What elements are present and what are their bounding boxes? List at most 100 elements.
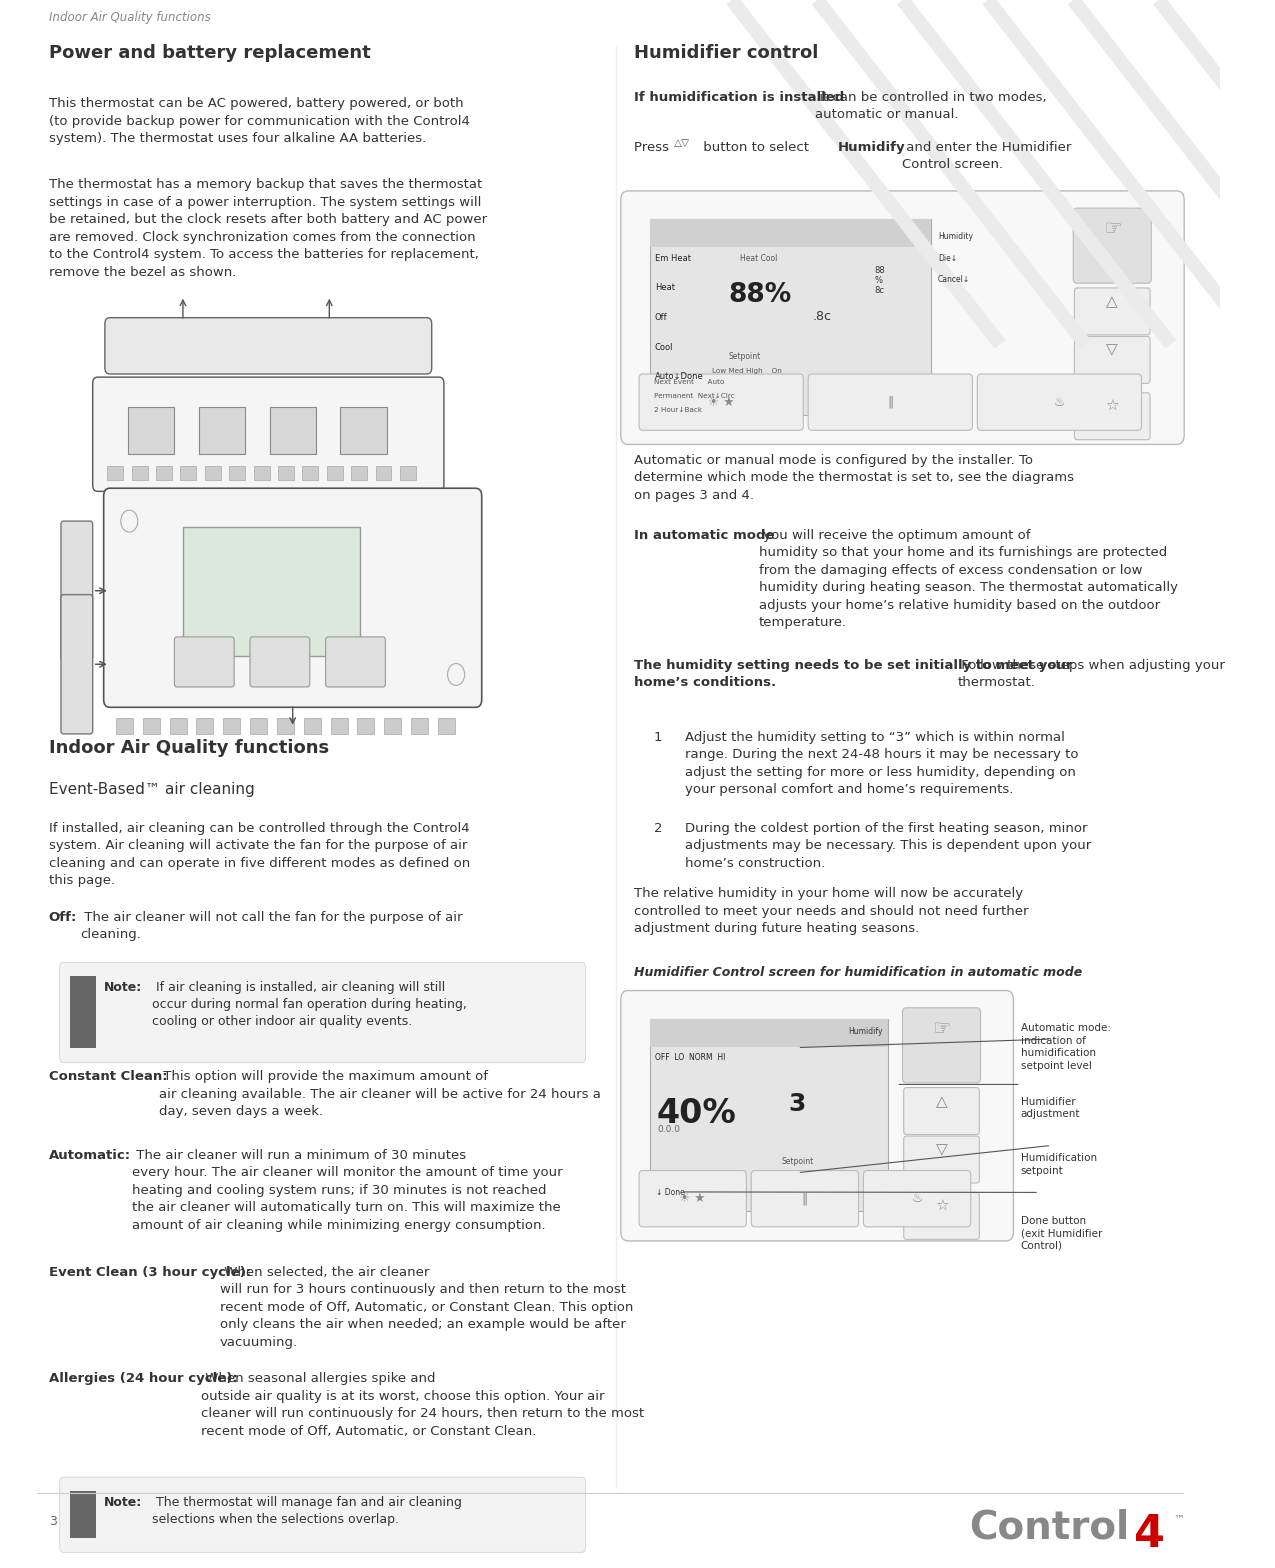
Text: Heat: Heat (655, 284, 674, 292)
Text: 3: 3 (48, 1515, 56, 1527)
Bar (269, 406, 316, 453)
Text: In automatic mode: In automatic mode (634, 528, 775, 543)
Bar (250, 718, 266, 734)
FancyBboxPatch shape (250, 637, 310, 687)
Text: Setpoint: Setpoint (728, 353, 761, 361)
Bar (411, 718, 428, 734)
Text: Low Med High    On: Low Med High On (711, 368, 782, 373)
Text: 2 Hour↓Back: 2 Hour↓Back (654, 406, 701, 412)
Text: The air cleaner will not call the fan for the purpose of air
cleaning.: The air cleaner will not call the fan fo… (80, 911, 463, 941)
Text: Humidity: Humidity (938, 232, 973, 240)
Bar (376, 466, 391, 480)
Text: ☞: ☞ (1103, 220, 1122, 238)
Text: ™: ™ (1173, 1515, 1184, 1524)
Bar (223, 718, 240, 734)
FancyBboxPatch shape (904, 1192, 979, 1239)
FancyBboxPatch shape (93, 378, 444, 491)
Text: Automatic mode:
indication of
humidification
setpoint level: Automatic mode: indication of humidifica… (1021, 1024, 1111, 1071)
FancyBboxPatch shape (639, 1170, 746, 1226)
Text: Humidifier Control screen for humidification in automatic mode: Humidifier Control screen for humidifica… (634, 966, 1082, 978)
Text: △▽: △▽ (674, 138, 691, 147)
Bar (254, 466, 269, 480)
Text: Press: Press (634, 141, 673, 154)
FancyBboxPatch shape (61, 594, 93, 734)
Bar (302, 466, 319, 480)
Bar (70, 977, 97, 1049)
Bar (326, 466, 343, 480)
Text: Humidification
setpoint: Humidification setpoint (1021, 1154, 1096, 1176)
Bar (156, 466, 172, 480)
Bar (70, 1491, 97, 1538)
FancyBboxPatch shape (751, 1170, 858, 1226)
Bar (303, 718, 321, 734)
Text: Cool: Cool (655, 343, 673, 351)
Text: ▽: ▽ (936, 1143, 947, 1157)
Text: △: △ (936, 1094, 947, 1109)
Text: 1: 1 (654, 731, 662, 743)
FancyBboxPatch shape (863, 1170, 970, 1226)
Bar (384, 718, 402, 734)
Text: .8c: .8c (812, 310, 831, 323)
Text: ☆: ☆ (1105, 398, 1119, 414)
Text: Follow these steps when adjusting your
thermostat.: Follow these steps when adjusting your t… (958, 659, 1225, 690)
FancyBboxPatch shape (1074, 209, 1151, 284)
Text: When seasonal allergies spike and
outside air quality is at its worst, choose th: When seasonal allergies spike and outsid… (201, 1372, 644, 1438)
Text: and enter the Humidifier
Control screen.: and enter the Humidifier Control screen. (903, 141, 1072, 171)
FancyBboxPatch shape (325, 637, 385, 687)
Text: Auto↓Done: Auto↓Done (655, 373, 704, 381)
Text: 0.0.0: 0.0.0 (658, 1124, 681, 1134)
Bar (340, 406, 386, 453)
Bar (116, 718, 133, 734)
Bar (357, 718, 375, 734)
Bar (182, 527, 360, 655)
Text: Heat Cool: Heat Cool (740, 254, 778, 262)
FancyBboxPatch shape (1075, 392, 1150, 439)
Text: 88
%
8c: 88 % 8c (875, 267, 885, 295)
Text: Die↓: Die↓ (938, 254, 958, 262)
Text: ☀ ★: ☀ ★ (708, 395, 734, 409)
Bar (230, 466, 245, 480)
Text: Humidifier
adjustment: Humidifier adjustment (1021, 1098, 1080, 1120)
Text: button to select: button to select (699, 141, 813, 154)
Text: ☞: ☞ (932, 1019, 951, 1038)
Text: ▽: ▽ (1107, 343, 1118, 358)
Text: ‖: ‖ (887, 395, 894, 409)
Text: If air cleaning is installed, air cleaning will still
occur during normal fan op: If air cleaning is installed, air cleani… (153, 982, 468, 1029)
Text: Constant Clean:: Constant Clean: (48, 1071, 167, 1083)
Text: ♨: ♨ (912, 1192, 923, 1206)
Text: Humidify: Humidify (848, 1027, 884, 1035)
Text: The relative humidity in your home will now be accurately
controlled to meet you: The relative humidity in your home will … (634, 887, 1029, 935)
FancyBboxPatch shape (60, 963, 585, 1063)
Text: 4: 4 (1135, 1513, 1165, 1555)
Text: Humidify: Humidify (838, 141, 905, 154)
Text: △: △ (1107, 295, 1118, 309)
Bar (650, 1019, 887, 1047)
Text: If installed, air cleaning can be controlled through the Control4
system. Air cl: If installed, air cleaning can be contro… (48, 822, 470, 887)
Bar (143, 718, 159, 734)
Text: Next Event      Auto: Next Event Auto (654, 379, 724, 386)
Text: ♨: ♨ (1053, 395, 1065, 409)
Bar (330, 718, 348, 734)
Text: it can be controlled in two modes,
automatic or manual.: it can be controlled in two modes, autom… (815, 91, 1047, 121)
Text: The humidity setting needs to be set initially to meet your
home’s conditions.: The humidity setting needs to be set ini… (634, 659, 1072, 690)
Text: Off: Off (655, 314, 668, 321)
Text: If humidification is installed: If humidification is installed (634, 91, 844, 103)
Text: Event Clean (3 hour cycle):: Event Clean (3 hour cycle): (48, 1265, 251, 1279)
Text: When selected, the air cleaner
will run for 3 hours continuously and then return: When selected, the air cleaner will run … (219, 1265, 632, 1348)
Bar (277, 718, 295, 734)
Text: ☆: ☆ (935, 1198, 949, 1214)
Text: Power and battery replacement: Power and battery replacement (48, 44, 371, 61)
Bar (128, 406, 175, 453)
Text: Off:: Off: (48, 911, 78, 924)
Bar (170, 718, 186, 734)
Text: ↓ Done: ↓ Done (657, 1189, 685, 1196)
Text: Done button
(exit Humidifier
Control): Done button (exit Humidifier Control) (1021, 1215, 1102, 1251)
Text: Indoor Air Quality functions: Indoor Air Quality functions (48, 11, 210, 24)
Text: The thermostat will manage fan and air cleaning
selections when the selections o: The thermostat will manage fan and air c… (153, 1496, 463, 1526)
FancyBboxPatch shape (105, 318, 432, 375)
Bar (181, 466, 196, 480)
FancyBboxPatch shape (903, 1008, 980, 1083)
Text: Note:: Note: (103, 982, 142, 994)
Bar (196, 718, 213, 734)
FancyBboxPatch shape (103, 488, 482, 707)
